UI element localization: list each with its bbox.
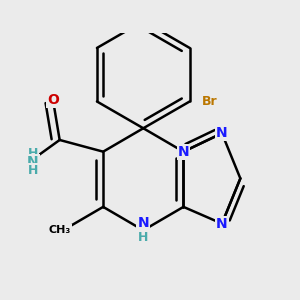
Text: N: N [137,216,149,230]
Text: N: N [216,217,228,231]
Text: H: H [138,231,148,244]
Text: H: H [28,164,38,177]
Text: Br: Br [202,95,218,108]
Text: N: N [178,145,189,159]
Text: O: O [47,93,59,107]
Text: N: N [27,155,39,169]
Text: CH₃: CH₃ [49,225,71,235]
Text: N: N [216,126,228,140]
Text: H: H [28,147,38,160]
